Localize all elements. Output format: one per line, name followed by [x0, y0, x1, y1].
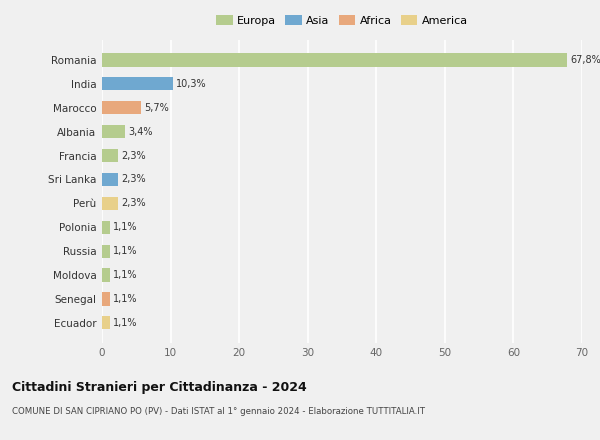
Bar [102, 316, 110, 330]
Bar [102, 197, 118, 210]
Text: 2,3%: 2,3% [121, 198, 146, 209]
Bar [102, 125, 125, 138]
Text: 1,1%: 1,1% [113, 294, 137, 304]
Bar [102, 53, 567, 66]
Bar [102, 101, 141, 114]
Bar [102, 292, 110, 305]
Bar [102, 221, 110, 234]
Text: 1,1%: 1,1% [113, 318, 137, 328]
Bar [102, 149, 118, 162]
Text: 1,1%: 1,1% [113, 270, 137, 280]
Bar [102, 77, 173, 91]
Bar [102, 268, 110, 282]
Legend: Europa, Asia, Africa, America: Europa, Asia, Africa, America [214, 13, 470, 28]
Text: 67,8%: 67,8% [571, 55, 600, 65]
Text: 5,7%: 5,7% [145, 103, 169, 113]
Text: 1,1%: 1,1% [113, 246, 137, 256]
Bar [102, 173, 118, 186]
Bar [102, 245, 110, 258]
Text: 10,3%: 10,3% [176, 79, 206, 89]
Text: COMUNE DI SAN CIPRIANO PO (PV) - Dati ISTAT al 1° gennaio 2024 - Elaborazione TU: COMUNE DI SAN CIPRIANO PO (PV) - Dati IS… [12, 407, 425, 416]
Text: 3,4%: 3,4% [129, 127, 153, 137]
Text: Cittadini Stranieri per Cittadinanza - 2024: Cittadini Stranieri per Cittadinanza - 2… [12, 381, 307, 394]
Text: 1,1%: 1,1% [113, 222, 137, 232]
Text: 2,3%: 2,3% [121, 174, 146, 184]
Text: 2,3%: 2,3% [121, 150, 146, 161]
